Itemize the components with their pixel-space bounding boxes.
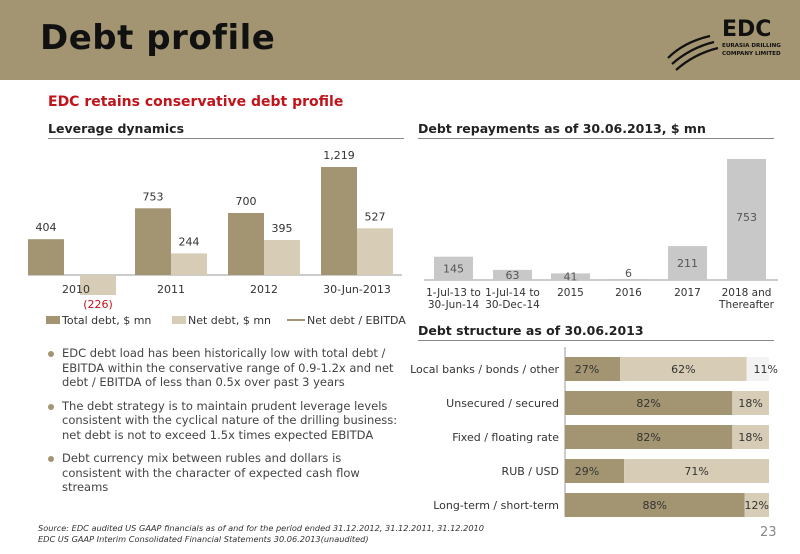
x-tick-label: 2015 <box>557 287 584 299</box>
repayment-bar <box>727 159 766 280</box>
stack-segment <box>746 357 769 381</box>
x-tick-label: 30-Jun-14 <box>428 299 480 311</box>
repayment-label: 753 <box>736 211 757 224</box>
stack-segment <box>565 357 621 381</box>
page-title: Debt profile <box>40 18 276 58</box>
logo-line1: EURASIA DRILLING <box>722 43 781 49</box>
legend-label-net: Net debt, $ mn <box>188 314 271 327</box>
segment-label: 62% <box>671 363 695 376</box>
bar-net-debt <box>80 275 116 296</box>
bar-label-total: 753 <box>143 190 164 203</box>
repayment-label: 211 <box>677 257 698 270</box>
bar-label-net: 527 <box>365 210 386 223</box>
repayment-bar <box>434 256 473 280</box>
page-number: 23 <box>760 525 777 540</box>
bar-total-debt <box>228 212 264 275</box>
x-tick-label: 30-Dec-14 <box>485 299 540 311</box>
x-tick-label: 30-Jun-2013 <box>323 283 391 296</box>
segment-label: 29% <box>575 465 599 478</box>
bar-total-debt <box>28 239 64 275</box>
category-label: RUB / USD <box>502 465 559 478</box>
stack-segment <box>565 493 745 517</box>
bullet-list: EDC debt load has been historically low … <box>48 346 398 504</box>
stack-segment <box>744 493 769 517</box>
legend-swatch-net <box>172 316 186 324</box>
bar-net-debt <box>171 253 207 275</box>
repayment-label: 63 <box>506 269 520 282</box>
segment-label: 18% <box>738 397 762 410</box>
category-label: Local banks / bonds / other <box>410 363 559 376</box>
bar-label-net: (226) <box>83 298 113 311</box>
repayment-label: 145 <box>443 262 464 275</box>
source-note: Source: EDC audited US GAAP financials a… <box>38 523 484 544</box>
bar-label-net: 244 <box>179 235 200 248</box>
stack-segment <box>565 425 733 449</box>
repayment-bar <box>668 246 707 280</box>
segment-label: 82% <box>636 431 660 444</box>
bar-label-total: 1,219 <box>323 149 355 162</box>
legend-swatch-total <box>46 316 60 324</box>
bar-total-debt <box>321 167 357 275</box>
segment-label: 88% <box>643 499 667 512</box>
repayment-bar <box>493 269 532 280</box>
x-tick-label: 2018 and <box>722 287 772 299</box>
stack-segment <box>620 357 747 381</box>
stack-segment <box>565 459 625 483</box>
segment-label: 27% <box>575 363 599 376</box>
header-bar <box>0 0 800 80</box>
legend-label-total: Total debt, $ mn <box>61 314 151 327</box>
x-tick-label: 2010 <box>62 283 90 296</box>
stack-segment <box>624 459 769 483</box>
bar-label-total: 404 <box>36 221 57 234</box>
stack-segment <box>565 391 733 415</box>
bar-net-debt <box>357 228 393 275</box>
category-label: Unsecured / secured <box>446 397 559 410</box>
leverage-heading: Leverage dynamics <box>48 121 404 139</box>
x-tick-label: 1-Jul-13 to <box>426 287 481 299</box>
x-tick-label: 1-Jul-14 to <box>485 287 540 299</box>
leverage-chart: 404 (226) 2010 753 244 2011 700 395 2012 1,219 527… <box>28 149 406 327</box>
structure-chart: Local banks / bonds / other 27% 62% 11% Unse… <box>410 347 778 517</box>
x-tick-label: 2012 <box>250 283 278 296</box>
bar-total-debt <box>135 208 171 275</box>
logo-line2: COMPANY LIMITED <box>722 51 781 57</box>
x-tick-label: Thereafter <box>718 299 775 311</box>
category-label: Long-term / short-term <box>433 499 559 512</box>
structure-heading: Debt structure as of 30.06.2013 <box>418 323 774 341</box>
x-tick-label: 2011 <box>157 283 185 296</box>
bullet-item: Debt currency mix between rubles and dol… <box>48 451 398 495</box>
category-label: Fixed / floating rate <box>452 431 559 444</box>
bullet-item: EDC debt load has been historically low … <box>48 346 398 390</box>
stack-segment <box>732 425 769 449</box>
repayments-heading: Debt repayments as of 30.06.2013, $ mn <box>418 121 774 139</box>
edc-logo: EDC EURASIA DRILLING COMPANY LIMITED <box>667 17 781 71</box>
repayment-label: 6 <box>625 267 632 280</box>
repayment-bar <box>609 279 648 280</box>
bar-label-net: 395 <box>272 222 293 235</box>
bar-net-debt <box>264 240 300 275</box>
x-tick-label: 2017 <box>674 287 701 299</box>
logo-text: EDC <box>722 17 771 42</box>
repayment-label: 41 <box>564 271 578 284</box>
segment-label: 82% <box>636 397 660 410</box>
x-tick-label: 2016 <box>615 287 642 299</box>
segment-label: 71% <box>684 465 708 478</box>
segment-label: 11% <box>754 363 778 376</box>
segment-label: 12% <box>745 499 769 512</box>
repayment-bar <box>551 273 590 280</box>
bullet-item: The debt strategy is to maintain prudent… <box>48 399 398 443</box>
stack-segment <box>732 391 769 415</box>
legend-label-ratio: Net debt / EBITDA <box>307 314 406 327</box>
segment-label: 18% <box>738 431 762 444</box>
bar-label-total: 700 <box>236 195 257 208</box>
slide-subtitle: EDC retains conservative debt profile <box>48 94 344 110</box>
